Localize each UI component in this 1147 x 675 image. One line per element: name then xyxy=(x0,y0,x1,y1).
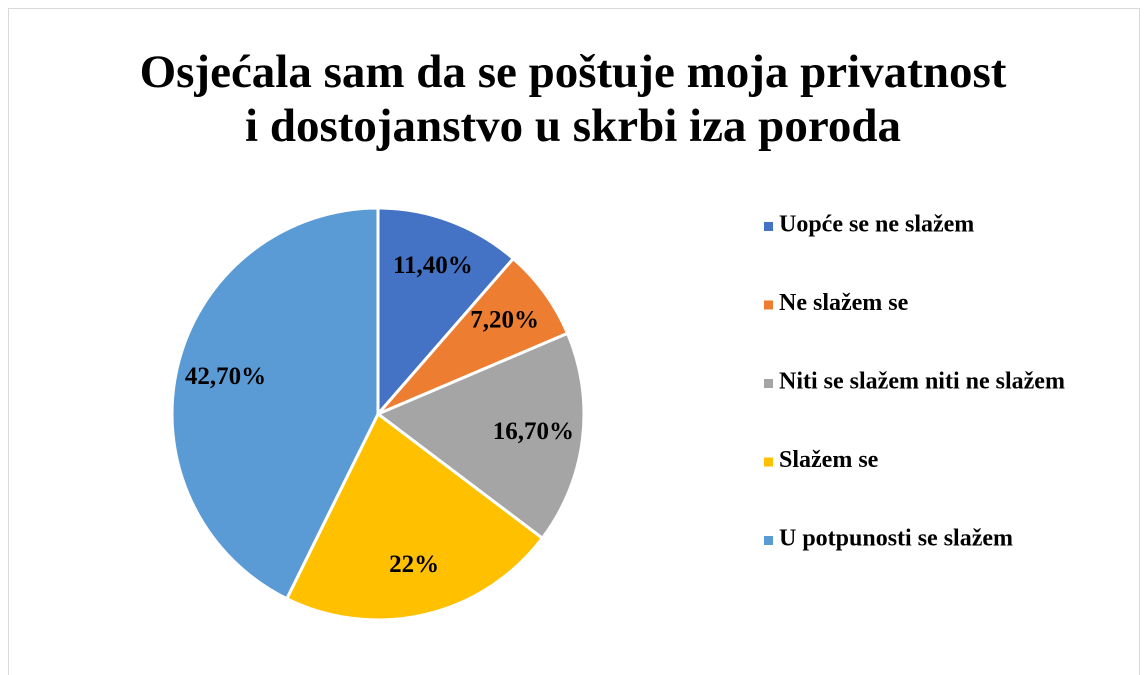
pie-slice xyxy=(284,411,545,622)
legend-swatch xyxy=(764,379,773,388)
data-label: 11,40% xyxy=(393,252,473,279)
pie-slice xyxy=(375,331,586,541)
legend-label: Slažem se xyxy=(779,447,879,473)
data-label: 7,20% xyxy=(470,307,539,334)
pie-slice xyxy=(170,206,380,601)
legend-swatch xyxy=(764,300,773,310)
legend-swatch xyxy=(764,222,773,231)
data-label: 16,70% xyxy=(493,418,574,445)
legend-label: Niti se slažem niti ne slažem xyxy=(779,369,1065,395)
legend-label: U potpunosti se slažem xyxy=(779,526,1013,552)
legend-label: Ne slažem se xyxy=(779,290,909,316)
legend-label: Uopće se ne slažem xyxy=(779,212,974,238)
data-label: 42,70% xyxy=(185,363,266,390)
data-label: 22% xyxy=(389,551,439,578)
legend-swatch xyxy=(764,457,773,467)
chart-title: Osjećala sam da se poštuje moja privatno… xyxy=(140,46,1007,98)
chart-title: i dostojanstvo u skrbi iza poroda xyxy=(245,100,901,152)
legend-swatch xyxy=(764,536,773,545)
pie-slice xyxy=(376,206,516,419)
